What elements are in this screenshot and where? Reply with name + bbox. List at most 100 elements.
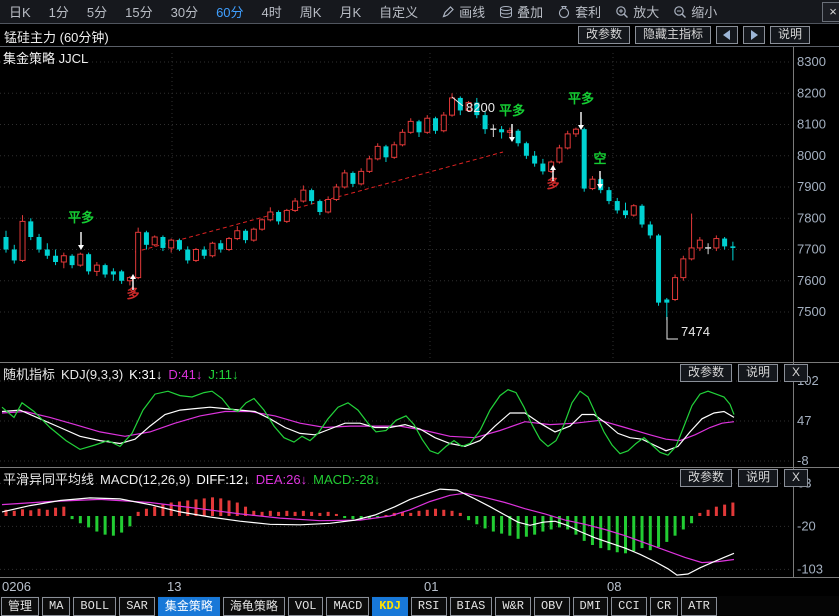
tool-缩小[interactable]: 缩小: [673, 2, 717, 21]
candle: [151, 235, 158, 247]
candle: [433, 116, 439, 134]
candle: [11, 244, 17, 264]
prev-button[interactable]: [716, 26, 739, 44]
tab-OBV[interactable]: OBV: [533, 596, 570, 616]
close-icon[interactable]: ×: [822, 2, 839, 22]
tool-画线[interactable]: 画线: [441, 2, 485, 21]
candle: [283, 208, 290, 223]
kdj-params-button[interactable]: 改参数: [680, 364, 733, 382]
period-日K[interactable]: 日K: [9, 5, 31, 20]
layers-icon: [500, 5, 513, 18]
candle: [474, 97, 480, 119]
candle: [143, 230, 149, 250]
toolbar: 日K 1分 5分 15分 30分 60分 4时 周K 月K 自定义 画线 叠加 套利 放大 缩小 ×: [0, 0, 839, 24]
hide-main-indicator-button[interactable]: 隐藏主指标: [635, 26, 712, 44]
macd-help-button[interactable]: 说明: [738, 469, 779, 487]
macd-tick-label: -20: [797, 518, 816, 533]
candle: [589, 176, 596, 191]
candle: [234, 226, 241, 241]
candle: [19, 215, 26, 262]
macd-params-button[interactable]: 改参数: [680, 469, 733, 487]
candle: [705, 243, 712, 255]
price-tick-label: 8100: [797, 117, 826, 132]
period-30分[interactable]: 30分: [170, 5, 199, 20]
period-5分[interactable]: 5分: [86, 5, 108, 20]
candle: [713, 235, 720, 252]
candle: [77, 252, 84, 267]
candle: [465, 101, 472, 112]
x-axis: 0206 13 01 08: [0, 578, 839, 595]
signal-多: 多: [126, 274, 140, 301]
tool-叠加[interactable]: 叠加: [499, 2, 543, 21]
macd-tick-label: -103: [797, 561, 823, 576]
period-60分[interactable]: 60分: [216, 5, 244, 20]
kdj-help-button[interactable]: 说明: [738, 364, 779, 382]
tab-RSI[interactable]: RSI: [410, 596, 447, 616]
tab-VOL[interactable]: VOL: [287, 596, 324, 616]
pencil-icon: [442, 5, 454, 18]
candle: [540, 158, 546, 175]
period-月K[interactable]: 月K: [339, 5, 362, 20]
tab-CR[interactable]: CR: [649, 596, 679, 616]
tool-套利[interactable]: 套利: [557, 2, 601, 21]
svg-text:多: 多: [126, 286, 139, 301]
tab-DMI[interactable]: DMI: [572, 596, 609, 616]
tab-MA[interactable]: MA: [42, 596, 71, 616]
macd-close-button[interactable]: X: [784, 469, 809, 487]
candle: [201, 246, 207, 259]
candle: [317, 199, 323, 216]
candle: [300, 185, 307, 203]
help-button[interactable]: 说明: [770, 26, 811, 44]
signal-平多: 平多: [568, 91, 594, 130]
candle: [226, 237, 233, 252]
signal-多: 多: [546, 165, 560, 191]
candle: [407, 118, 414, 134]
kdj-name: 随机指标: [3, 367, 56, 382]
x-axis-label: 0206: [2, 579, 31, 594]
candle: [341, 169, 348, 189]
period-15分[interactable]: 15分: [125, 5, 153, 20]
candle: [192, 247, 199, 262]
candle: [86, 252, 92, 275]
period-4时[interactable]: 4时: [261, 5, 282, 20]
main-gridlines: [0, 53, 792, 359]
period-selector: 日K 1分 5分 15分 30分 60分 4时 周K 月K 自定义: [0, 2, 427, 21]
period-周K[interactable]: 周K: [299, 5, 322, 20]
kdj-formula: KDJ(9,3,3): [61, 367, 124, 382]
next-button[interactable]: [743, 26, 766, 44]
tab-MACD[interactable]: MACD: [326, 596, 370, 616]
tab-集金策略[interactable]: 集金策略: [157, 596, 220, 616]
tab-ATR[interactable]: ATR: [681, 596, 717, 616]
tab-海龟策略[interactable]: 海龟策略: [222, 596, 285, 616]
candle: [630, 204, 637, 217]
macd-chart[interactable]: 63-20-103: [0, 468, 839, 578]
kdj-header: 随机指标 KDJ(9,3,3) K:31↓ D:41↓ J:11↓: [3, 364, 244, 382]
kdj-close-button[interactable]: X: [784, 364, 809, 382]
price-callout: 7474: [666, 317, 710, 340]
period-1分[interactable]: 1分: [48, 5, 69, 20]
tab-W&R[interactable]: W&R: [495, 596, 531, 616]
tab-KDJ[interactable]: KDJ: [372, 596, 408, 616]
tool-放大[interactable]: 放大: [615, 2, 659, 21]
tab-管理[interactable]: 管理: [1, 596, 40, 616]
candle: [110, 268, 116, 281]
price-callout: 8200: [451, 96, 495, 115]
candle: [581, 127, 587, 192]
candle: [309, 188, 315, 205]
candle: [28, 218, 34, 241]
change-params-button[interactable]: 改参数: [578, 26, 631, 44]
tab-BIAS[interactable]: BIAS: [449, 596, 493, 616]
candle: [606, 187, 612, 205]
candle: [482, 112, 488, 134]
price-tick-label: 8000: [797, 148, 826, 163]
tab-CCI[interactable]: CCI: [611, 596, 647, 616]
candle: [383, 144, 389, 162]
main-candlestick-chart[interactable]: 平多多平多多平多空8200747483008200810080007900780…: [0, 47, 839, 363]
candle: [499, 126, 505, 139]
period-自定义[interactable]: 自定义: [379, 5, 419, 20]
candle: [672, 274, 679, 302]
tab-SAR[interactable]: SAR: [119, 596, 155, 616]
tab-BOLL[interactable]: BOLL: [73, 596, 117, 616]
candle: [276, 210, 282, 225]
macd-diff-line: [1, 488, 735, 576]
